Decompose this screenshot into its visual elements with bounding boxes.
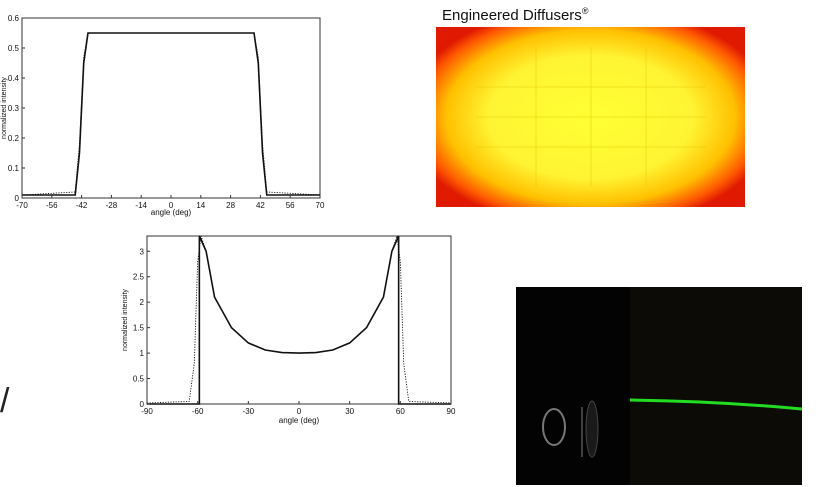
x-tick-label: -70 [16, 201, 28, 210]
x-ticks: -70 -56 -42 -28 -14 0 14 28 42 56 70 [16, 195, 325, 210]
x-tick-label: -14 [135, 201, 147, 210]
y-ticks: 0 0.5 1 1.5 2 2.5 3 [133, 247, 150, 409]
x-tick-label: 28 [226, 201, 235, 210]
x-tick-label: -56 [46, 201, 58, 210]
series-dotted-line [146, 235, 452, 404]
y-tick-label: 0 [140, 400, 145, 409]
x-tick-label: -30 [243, 407, 255, 416]
x-tick-label: 56 [286, 201, 295, 210]
x-tick-label: -28 [106, 201, 118, 210]
y-tick-label: 2 [140, 298, 145, 307]
y-tick-label: 1.5 [133, 324, 145, 333]
x-tick-label: 30 [345, 407, 354, 416]
y-tick-label: 0.6 [8, 14, 20, 23]
y-ticks: 0 0.1 0.2 0.3 0.4 0.5 0.6 [8, 14, 25, 203]
y-tick-label: 0.3 [8, 104, 20, 113]
diffuser-mount-shape [585, 400, 599, 458]
x-tick-label: -60 [192, 407, 204, 416]
x-axis-label: angle (deg) [151, 208, 192, 217]
series-solid-line [22, 32, 320, 196]
series-group [146, 235, 452, 405]
side-slash-mark: / [0, 382, 10, 420]
x-tick-label: 90 [447, 407, 456, 416]
y-tick-label: 0 [15, 194, 20, 203]
laser-photo [516, 287, 802, 485]
y-axis-label: normalized intensity [122, 289, 129, 351]
photo-background-panel [630, 287, 802, 485]
y-tick-label: 0.5 [133, 375, 145, 384]
x-tick-label: -90 [141, 407, 153, 416]
photo-scene [542, 398, 802, 458]
x-tick-label: 14 [196, 201, 205, 210]
x-ticks: -90 -60 -30 0 30 60 90 [141, 401, 456, 416]
registered-mark: ® [581, 6, 589, 16]
chart-top-hat: -70 -56 -42 -28 -14 0 14 28 42 56 70 0 0.1 0.2 0.3 0.4… [1, 14, 325, 217]
y-axis-label: normalized intensity [1, 77, 8, 139]
laser-beam [629, 398, 802, 411]
x-tick-label: -42 [76, 201, 88, 210]
y-tick-label: 3 [140, 247, 145, 256]
x-tick-label: 60 [396, 407, 405, 416]
y-tick-label: 0.1 [8, 164, 20, 173]
heatmap-grid [476, 47, 706, 187]
x-tick-label: 42 [256, 201, 265, 210]
x-tick-label: 70 [316, 201, 325, 210]
series-group [21, 32, 321, 196]
y-tick-label: 0.5 [8, 44, 20, 53]
series-dotted-line [21, 32, 321, 196]
y-tick-label: 2.5 [133, 273, 145, 282]
x-tick-label: 0 [169, 201, 174, 210]
x-axis-label: angle (deg) [279, 416, 320, 425]
plot-frame [21, 17, 321, 199]
y-tick-label: 1 [140, 349, 145, 358]
chart-bat-wing: -90 -60 -30 0 30 60 90 0 0.5 1 1.5 2 2.5 3 angle (de… [122, 235, 456, 425]
y-tick-label: 0.2 [8, 134, 20, 143]
x-tick-label: 0 [297, 407, 302, 416]
y-tick-label: 0.4 [8, 74, 20, 83]
heatmap-title: Engineered Diffusers® [442, 6, 589, 24]
diffuser-lens-shape [542, 408, 566, 446]
